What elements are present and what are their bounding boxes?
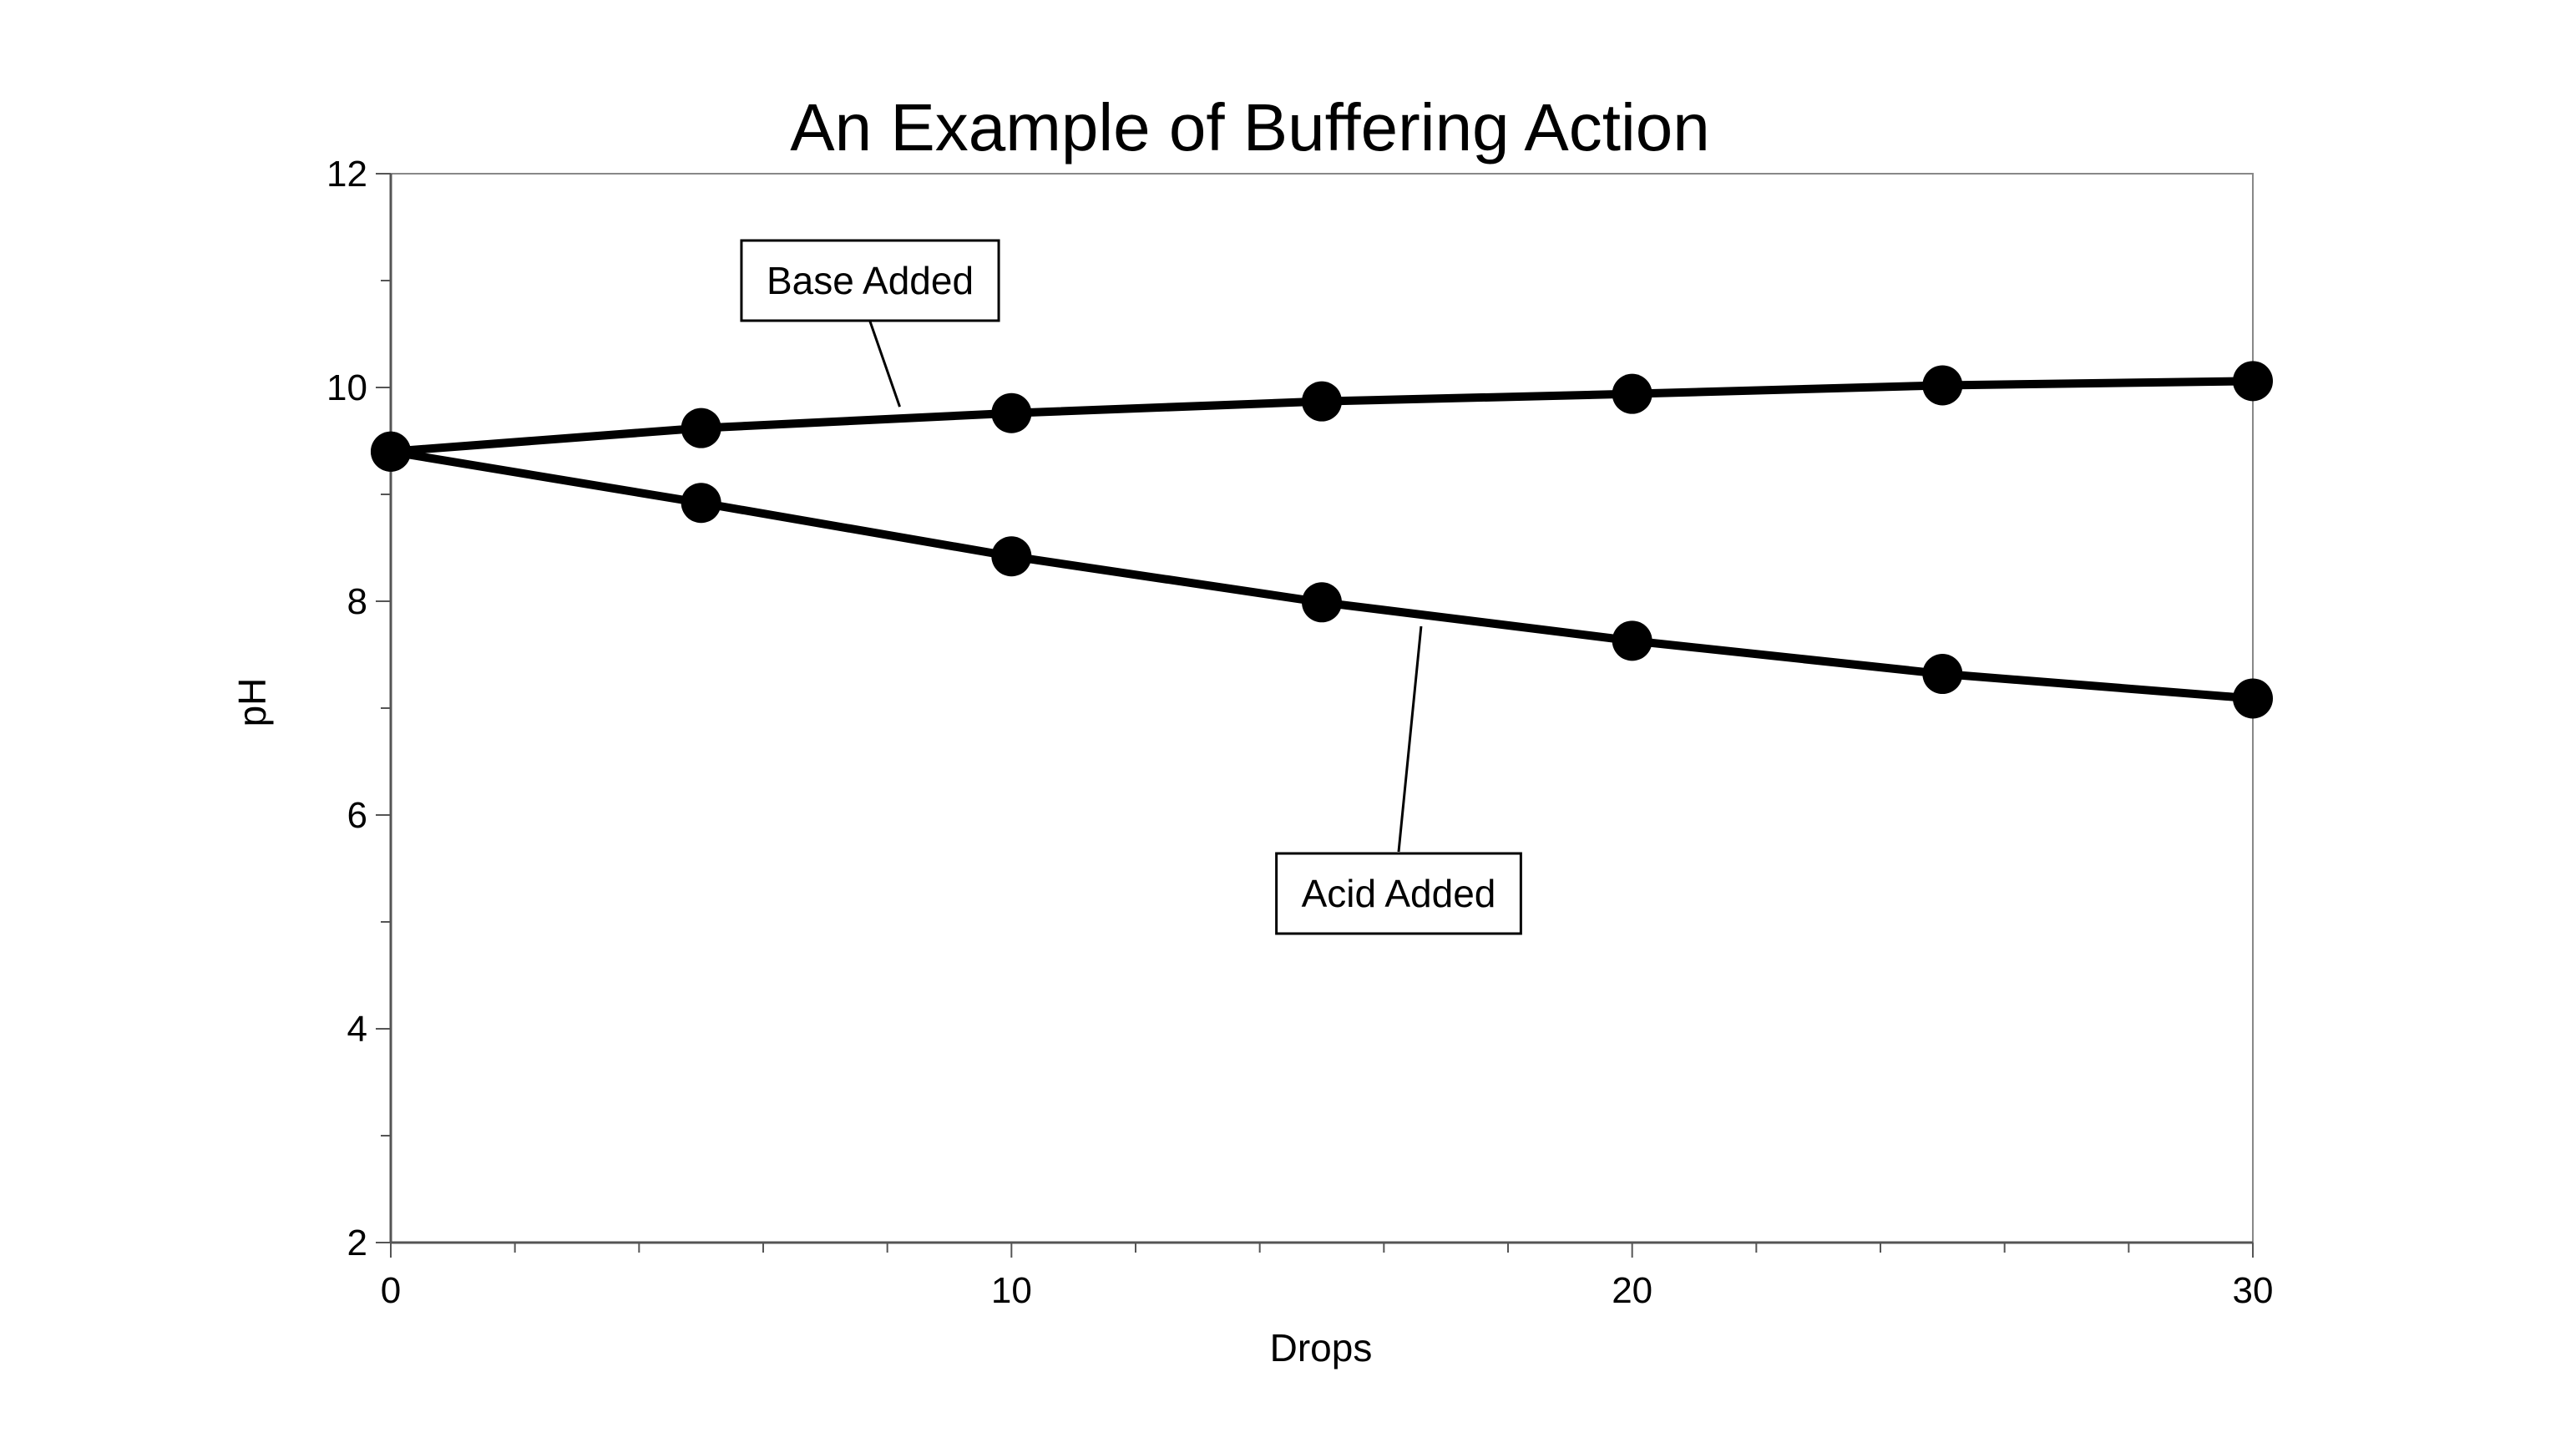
data-point-series-0: [681, 408, 721, 448]
annotation-label-0: Base Added: [767, 259, 974, 302]
data-point-series-0: [2233, 361, 2273, 402]
annotation-leader-0: [868, 321, 901, 408]
y-tick-label: 2: [347, 1223, 367, 1263]
data-point-series-1: [1922, 654, 1963, 695]
data-point-series-0: [1922, 365, 1963, 406]
data-point-series-0: [991, 392, 1032, 433]
y-tick-label: 4: [347, 1009, 367, 1050]
annotation-box-0: [740, 239, 1000, 322]
x-tick-label: 20: [1612, 1270, 1652, 1311]
annotation-label-1: Acid Added: [1302, 872, 1496, 915]
y-tick-label: 10: [326, 367, 367, 408]
y-tick-label: 8: [347, 581, 367, 622]
annotation-leader-1: [1397, 625, 1423, 853]
data-point-series-1: [2233, 678, 2273, 719]
annotation-layer: Base Added Acid Added: [740, 239, 1522, 935]
data-point-series-1: [371, 431, 411, 472]
x-tick-label: 30: [2233, 1270, 2274, 1311]
x-tick-label: 10: [991, 1270, 1032, 1311]
x-tick-label: 0: [381, 1270, 401, 1311]
y-axis-label: pH: [230, 678, 274, 727]
y-tick-label: 12: [326, 154, 367, 195]
data-point-series-0: [1612, 373, 1652, 414]
axes-layer: 0 10 20 30 2 4 6 8 10 12: [326, 154, 2273, 1311]
data-point-series-1: [991, 536, 1032, 577]
series-layer: [371, 361, 2273, 719]
data-point-series-1: [1302, 582, 1342, 623]
data-point-series-1: [681, 483, 721, 524]
data-point-series-1: [1612, 620, 1652, 661]
x-axis-label: Drops: [1270, 1326, 1373, 1369]
annotation-box-1: [1275, 852, 1522, 935]
y-tick-label: 6: [347, 795, 367, 836]
chart-title: An Example of Buffering Action: [790, 90, 1709, 165]
plot-frame: [390, 173, 2254, 1243]
series-line-1: [390, 447, 2254, 703]
data-point-series-0: [1302, 381, 1342, 422]
